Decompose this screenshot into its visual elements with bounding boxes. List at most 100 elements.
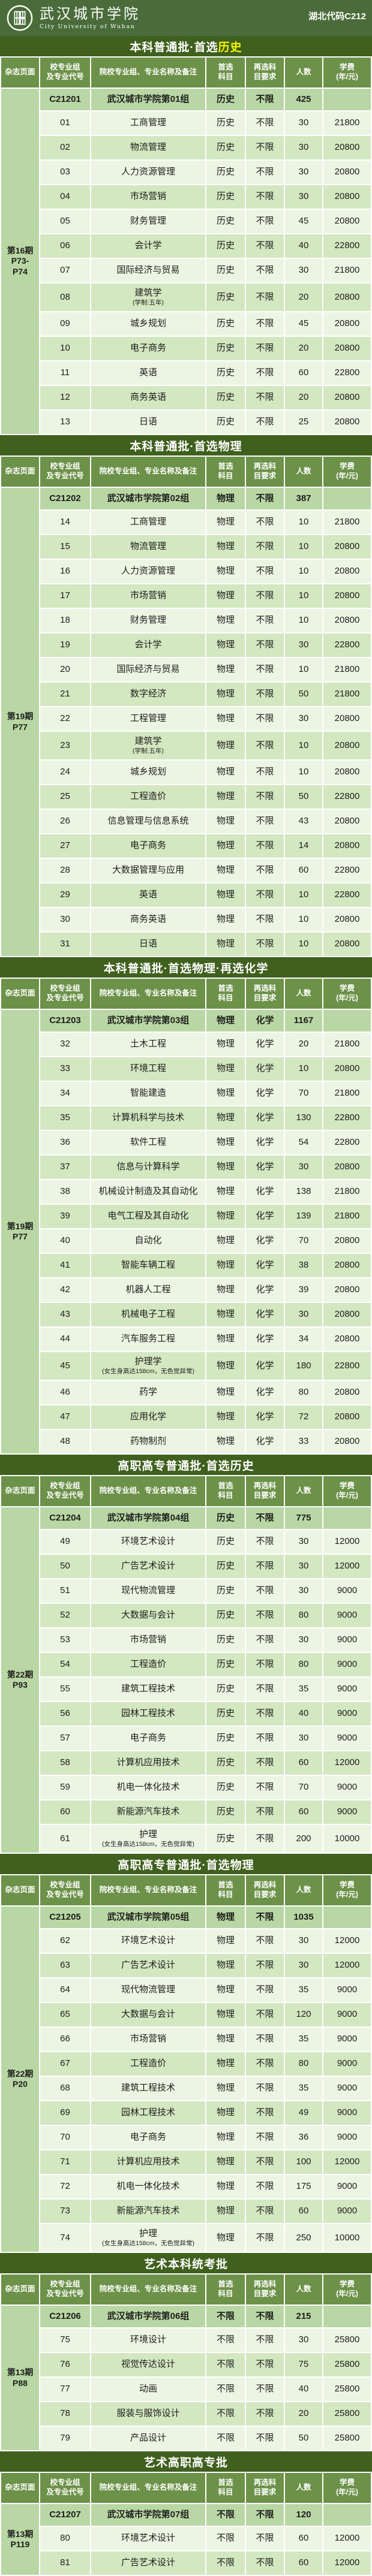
major-code-cell: 26 bbox=[40, 810, 90, 833]
major-count-cell: 120 bbox=[285, 2003, 322, 2026]
major-name-cell: 园林工程技术 bbox=[91, 1702, 205, 1726]
major-subject-cell: 历史 bbox=[206, 1530, 245, 1554]
major-fee-cell: 22800 bbox=[323, 785, 371, 809]
major-code-cell: 80 bbox=[40, 2527, 90, 2550]
group-count-cell: 215 bbox=[285, 2306, 322, 2327]
major-count-cell: 30 bbox=[285, 1579, 322, 1603]
major-name-cell: 广告艺术设计 bbox=[91, 1555, 205, 1578]
major-fee-cell: 20800 bbox=[323, 386, 371, 409]
major-name-cell: 电子商务 bbox=[91, 337, 205, 360]
major-note: (女生身高达158cm，无色觉异常) bbox=[101, 1368, 194, 1376]
admission-section: 高职高专普通批·首选历史 杂志页面 校专业组 及专业代号 院校专业组、专业名称及… bbox=[0, 1455, 372, 1854]
major-name-cell: 商务英语 bbox=[91, 908, 205, 931]
major-name: 工程管理 bbox=[130, 713, 166, 724]
major-subject-cell: 历史 bbox=[206, 1678, 245, 1701]
major-name-cell: 大数据与会计 bbox=[91, 2003, 205, 2026]
major-count-cell: 14 bbox=[285, 834, 322, 858]
major-name-cell: 国际经济与贸易 bbox=[91, 658, 205, 681]
major-code-cell: 36 bbox=[40, 1131, 90, 1154]
major-name-cell: 数字经济 bbox=[91, 683, 205, 706]
major-name: 建筑学 bbox=[134, 287, 162, 298]
major-fee-cell: 9000 bbox=[323, 1678, 371, 1701]
col-header-count: 人数 bbox=[285, 58, 322, 88]
major-resubject-cell: 不限 bbox=[246, 2028, 284, 2051]
col-header-magazine: 杂志页面 bbox=[1, 1875, 39, 1905]
major-subject-cell: 历史 bbox=[206, 111, 245, 135]
group-count-cell: 775 bbox=[285, 1507, 322, 1529]
col-header-group-code: 校专业组 及专业代号 bbox=[40, 2275, 90, 2304]
major-code-cell: 20 bbox=[40, 658, 90, 681]
major-resubject-cell: 不限 bbox=[246, 2527, 284, 2550]
group-count-cell: 425 bbox=[285, 89, 322, 110]
major-name: 工商管理 bbox=[130, 517, 166, 527]
major-count-cell: 30 bbox=[285, 259, 322, 282]
major-name: 环境工程 bbox=[130, 1063, 166, 1074]
major-subject-cell: 物理 bbox=[206, 1430, 245, 1453]
major-resubject-cell: 不限 bbox=[246, 1978, 284, 2002]
major-count-cell: 49 bbox=[285, 2101, 322, 2125]
major-resubject-cell: 不限 bbox=[246, 1702, 284, 1726]
major-name: 机器人工程 bbox=[125, 1284, 171, 1295]
major-fee-cell: 21800 bbox=[323, 1205, 371, 1228]
major-subject-cell: 物理 bbox=[206, 1156, 245, 1179]
major-fee-cell: 21800 bbox=[323, 1082, 371, 1105]
group-subject-cell: 物理 bbox=[206, 488, 245, 509]
major-name: 商务英语 bbox=[130, 914, 166, 925]
major-name-cell: 大数据管理与应用 bbox=[91, 859, 205, 882]
col-header-second-subject: 再选科 目要求 bbox=[246, 1476, 284, 1506]
major-resubject-cell: 化学 bbox=[246, 1106, 284, 1130]
major-subject-cell: 物理 bbox=[206, 1352, 245, 1380]
major-code-cell: 79 bbox=[40, 2427, 90, 2450]
major-resubject-cell: 化学 bbox=[246, 1352, 284, 1380]
section-title-highlight: 历史 bbox=[218, 41, 242, 54]
major-fee-cell: 20800 bbox=[323, 1328, 371, 1351]
col-header-group-code: 校专业组 及专业代号 bbox=[40, 979, 90, 1009]
major-resubject-cell: 不限 bbox=[246, 259, 284, 282]
major-count-cell: 30 bbox=[285, 1530, 322, 1554]
major-fee-cell: 20800 bbox=[323, 834, 371, 858]
major-resubject-cell: 不限 bbox=[246, 2551, 284, 2575]
major-note: (学制:五年) bbox=[133, 747, 164, 755]
major-name-cell: 环境艺术设计 bbox=[91, 2527, 205, 2550]
major-name: 电子商务 bbox=[130, 1733, 166, 1744]
major-fee-cell: 12000 bbox=[323, 1555, 371, 1578]
section-title: 本科普通批·首选物理·再选化学 bbox=[0, 957, 372, 978]
major-resubject-cell: 不限 bbox=[246, 1653, 284, 1676]
major-fee-cell: 9000 bbox=[323, 1978, 371, 2002]
major-name-cell: 工程造价 bbox=[91, 2052, 205, 2076]
major-fee-cell: 22800 bbox=[323, 234, 371, 258]
major-subject-cell: 物理 bbox=[206, 683, 245, 706]
major-fee-cell: 22800 bbox=[323, 1131, 371, 1154]
major-fee-cell: 25800 bbox=[323, 2353, 371, 2376]
major-code-cell: 44 bbox=[40, 1328, 90, 1351]
major-name-cell: 日语 bbox=[91, 411, 205, 434]
major-resubject-cell: 化学 bbox=[246, 1229, 284, 1253]
major-resubject-cell: 不限 bbox=[246, 1604, 284, 1627]
major-subject-cell: 物理 bbox=[206, 584, 245, 608]
major-code-cell: 28 bbox=[40, 859, 90, 882]
major-subject-cell: 物理 bbox=[206, 2126, 245, 2149]
major-fee-cell: 22800 bbox=[323, 634, 371, 657]
major-count-cell: 130 bbox=[285, 1106, 322, 1130]
major-subject-cell: 历史 bbox=[206, 1653, 245, 1676]
col-header-magazine: 杂志页面 bbox=[1, 979, 39, 1009]
major-subject-cell: 物理 bbox=[206, 1229, 245, 1253]
col-header-group-code: 校专业组 及专业代号 bbox=[40, 457, 90, 487]
major-name-cell: 智能建造 bbox=[91, 1082, 205, 1105]
major-note: (女生身高达158cm，无色觉异常) bbox=[101, 2240, 194, 2248]
major-name: 会计学 bbox=[134, 640, 162, 650]
major-name: 机电一体化技术 bbox=[116, 1782, 180, 1793]
major-count-cell: 34 bbox=[285, 1328, 322, 1351]
section-title-text: 高职高专普通批·首选物理 bbox=[118, 1859, 254, 1872]
major-fee-cell: 9000 bbox=[323, 1604, 371, 1627]
major-resubject-cell: 不限 bbox=[246, 210, 284, 233]
section-title-text: 本科普通批·首选 bbox=[130, 41, 218, 54]
major-fee-cell: 9000 bbox=[323, 2077, 371, 2100]
major-count-cell: 60 bbox=[285, 361, 322, 385]
major-count-cell: 10 bbox=[285, 933, 322, 956]
group-name-cell: 武汉城市学院第07组 bbox=[91, 2504, 205, 2526]
major-name: 机械设计制造及其自动化 bbox=[98, 1186, 198, 1197]
major-count-cell: 20 bbox=[285, 2402, 322, 2426]
major-name-cell: 国际经济与贸易 bbox=[91, 259, 205, 282]
major-subject-cell: 物理 bbox=[206, 2052, 245, 2076]
